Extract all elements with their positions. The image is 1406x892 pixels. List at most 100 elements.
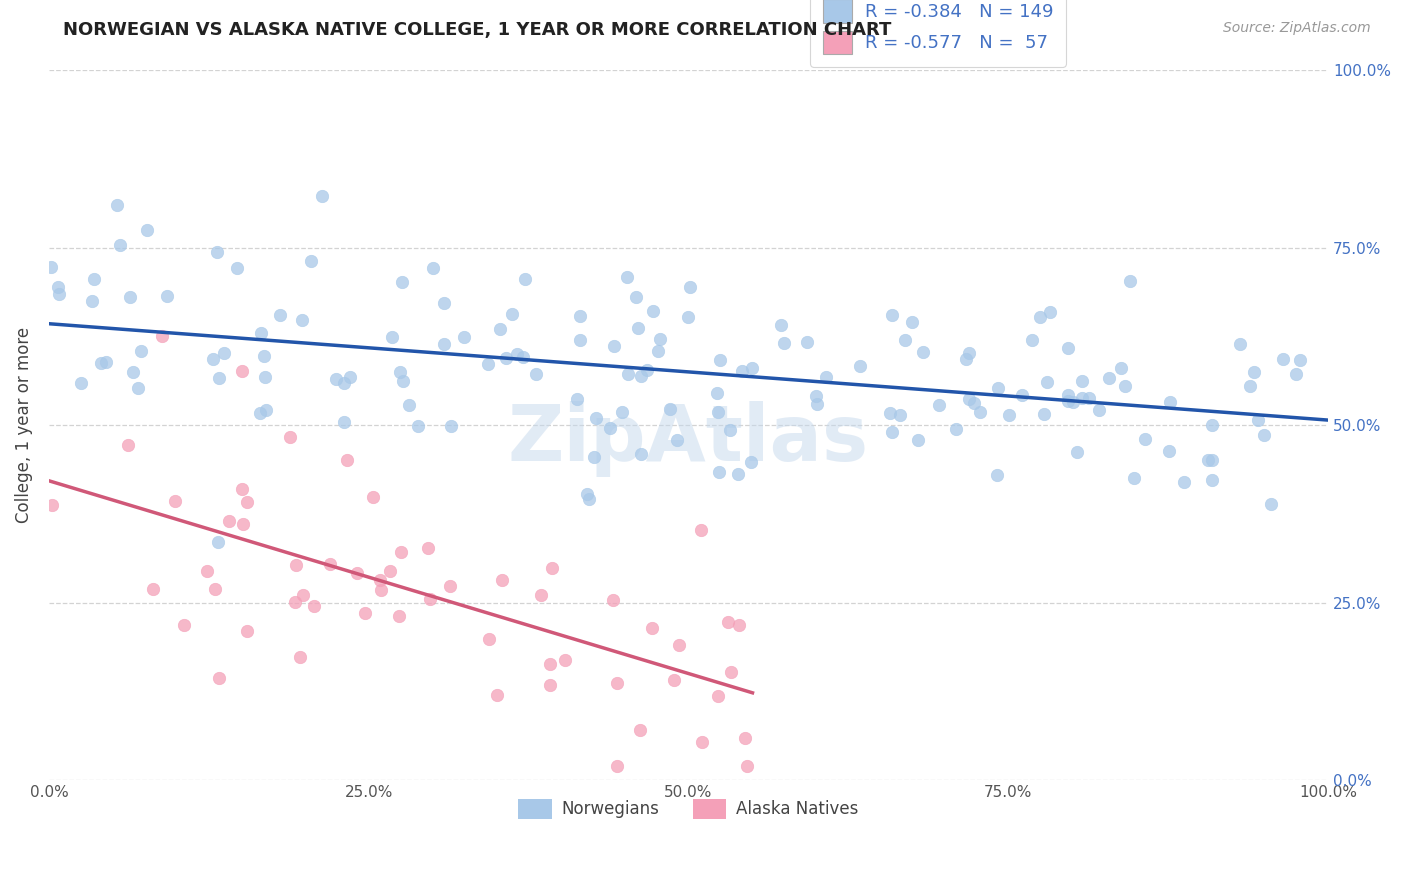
Point <box>630 447 652 461</box>
Point <box>1239 378 1261 392</box>
Point <box>236 495 259 509</box>
Point <box>354 607 377 621</box>
Point <box>1038 305 1060 319</box>
Point <box>1056 341 1078 355</box>
Point <box>599 421 621 435</box>
Point <box>80 293 103 308</box>
Point <box>108 238 131 252</box>
Point <box>489 322 512 336</box>
Text: Source: ZipAtlas.com: Source: ZipAtlas.com <box>1223 21 1371 35</box>
Point <box>626 290 648 304</box>
Point <box>664 673 686 687</box>
Point <box>541 561 564 575</box>
Point <box>381 330 404 344</box>
Point <box>195 564 218 578</box>
Point <box>495 351 517 365</box>
Legend: Norwegians, Alaska Natives: Norwegians, Alaska Natives <box>512 793 865 825</box>
Point <box>668 638 690 652</box>
Point <box>568 333 591 347</box>
Point <box>226 261 249 276</box>
Point <box>627 321 650 335</box>
Point <box>433 296 456 310</box>
Point <box>1253 427 1275 442</box>
Point <box>1272 351 1295 366</box>
Point <box>1098 371 1121 385</box>
Point <box>249 326 271 340</box>
Point <box>1247 413 1270 427</box>
Point <box>740 455 762 469</box>
Point <box>690 523 713 537</box>
Point <box>707 465 730 479</box>
Point <box>728 618 751 632</box>
Point <box>1114 379 1136 393</box>
Point <box>69 376 91 390</box>
Point <box>1243 365 1265 379</box>
Point <box>201 351 224 366</box>
Point <box>709 353 731 368</box>
Point <box>1260 498 1282 512</box>
Point <box>617 367 640 381</box>
Point <box>647 343 669 358</box>
Point <box>127 381 149 395</box>
Point <box>90 356 112 370</box>
Text: ZipAtlas: ZipAtlas <box>508 401 869 477</box>
Point <box>391 374 413 388</box>
Point <box>419 592 441 607</box>
Point <box>96 355 118 369</box>
Point <box>391 275 413 289</box>
Point <box>643 304 665 318</box>
Point <box>815 370 838 384</box>
Point <box>512 350 534 364</box>
Point <box>207 534 229 549</box>
Point <box>41 498 63 512</box>
Point <box>453 330 475 344</box>
Point <box>730 364 752 378</box>
Point <box>254 370 277 384</box>
Point <box>1057 393 1080 408</box>
Point <box>969 404 991 418</box>
Point <box>1201 473 1223 487</box>
Point <box>880 425 903 439</box>
Point <box>422 260 444 275</box>
Point <box>406 419 429 434</box>
Point <box>173 618 195 632</box>
Point <box>1123 471 1146 485</box>
Point <box>299 254 322 268</box>
Point <box>538 677 561 691</box>
Point <box>882 308 904 322</box>
Point <box>515 272 537 286</box>
Point <box>1289 353 1312 368</box>
Point <box>311 189 333 203</box>
Point <box>606 759 628 773</box>
Point <box>1062 395 1084 409</box>
Point <box>630 368 652 383</box>
Point <box>524 368 547 382</box>
Point <box>806 389 828 403</box>
Point <box>1197 453 1219 467</box>
Point <box>378 564 401 578</box>
Point <box>391 545 413 559</box>
Point <box>692 734 714 748</box>
Point <box>1088 403 1111 417</box>
Point <box>773 335 796 350</box>
Point <box>150 329 173 343</box>
Point <box>998 408 1021 422</box>
Point <box>291 588 314 602</box>
Point <box>332 376 354 391</box>
Point <box>679 279 702 293</box>
Point <box>806 396 828 410</box>
Point <box>945 422 967 436</box>
Point <box>120 290 142 304</box>
Point <box>388 365 411 379</box>
Point <box>706 689 728 703</box>
Point <box>285 558 308 572</box>
Point <box>717 615 740 629</box>
Point <box>986 468 1008 483</box>
Point <box>1011 388 1033 402</box>
Point <box>346 566 368 580</box>
Point <box>249 406 271 420</box>
Point <box>336 452 359 467</box>
Point <box>735 759 758 773</box>
Point <box>706 386 728 401</box>
Point <box>491 573 513 587</box>
